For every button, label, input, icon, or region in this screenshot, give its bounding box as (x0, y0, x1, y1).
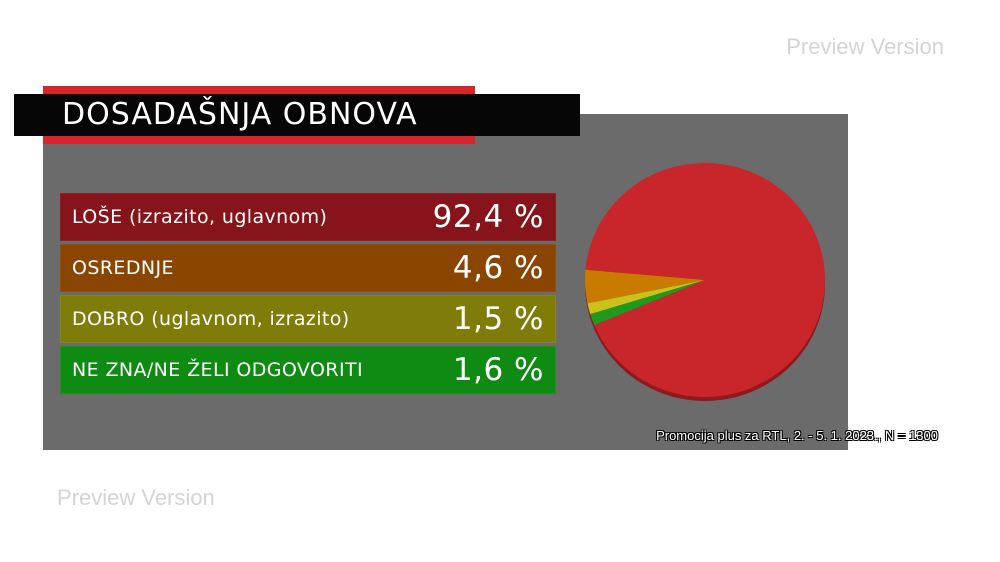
watermark-top: Preview Version (786, 34, 944, 59)
legend-row-dobro: DOBRO (uglavnom, izrazito) 1,5 % (60, 295, 556, 343)
legend-label: DOBRO (uglavnom, izrazito) (72, 308, 350, 330)
legend-row-lose: LOŠE (izrazito, uglavnom) 92,4 % (60, 193, 556, 241)
chart-title: DOSADAŠNJA OBNOVA (62, 97, 418, 132)
pie-chart (585, 163, 825, 401)
pie-slice-2 (585, 269, 705, 304)
legend-rows: LOŠE (izrazito, uglavnom) 92,4 % OSREDNJ… (60, 193, 556, 397)
source-note: Promocija plus za RTL, 2. - 5. 1. 2023.,… (656, 428, 938, 443)
legend-label: LOŠE (izrazito, uglavnom) (72, 206, 328, 228)
chart-title-bar: DOSADAŠNJA OBNOVA (14, 94, 580, 136)
legend-row-ne-zna: NE ZNA/NE ŽELI ODGOVORITI 1,6 % (60, 346, 556, 394)
legend-row-osrednje: OSREDNJE 4,6 % (60, 244, 556, 292)
legend-value: 1,6 % (452, 352, 544, 388)
legend-label: OSREDNJE (72, 257, 174, 279)
legend-value: 4,6 % (452, 250, 544, 286)
legend-label: NE ZNA/NE ŽELI ODGOVORITI (72, 359, 363, 381)
legend-value: 92,4 % (432, 199, 544, 235)
watermark-bottom: Preview Version (57, 485, 215, 510)
legend-value: 1,5 % (452, 301, 544, 337)
pie-slice-1 (585, 163, 825, 397)
pie-slice-4 (590, 280, 705, 326)
pie-slice-3 (587, 280, 705, 315)
